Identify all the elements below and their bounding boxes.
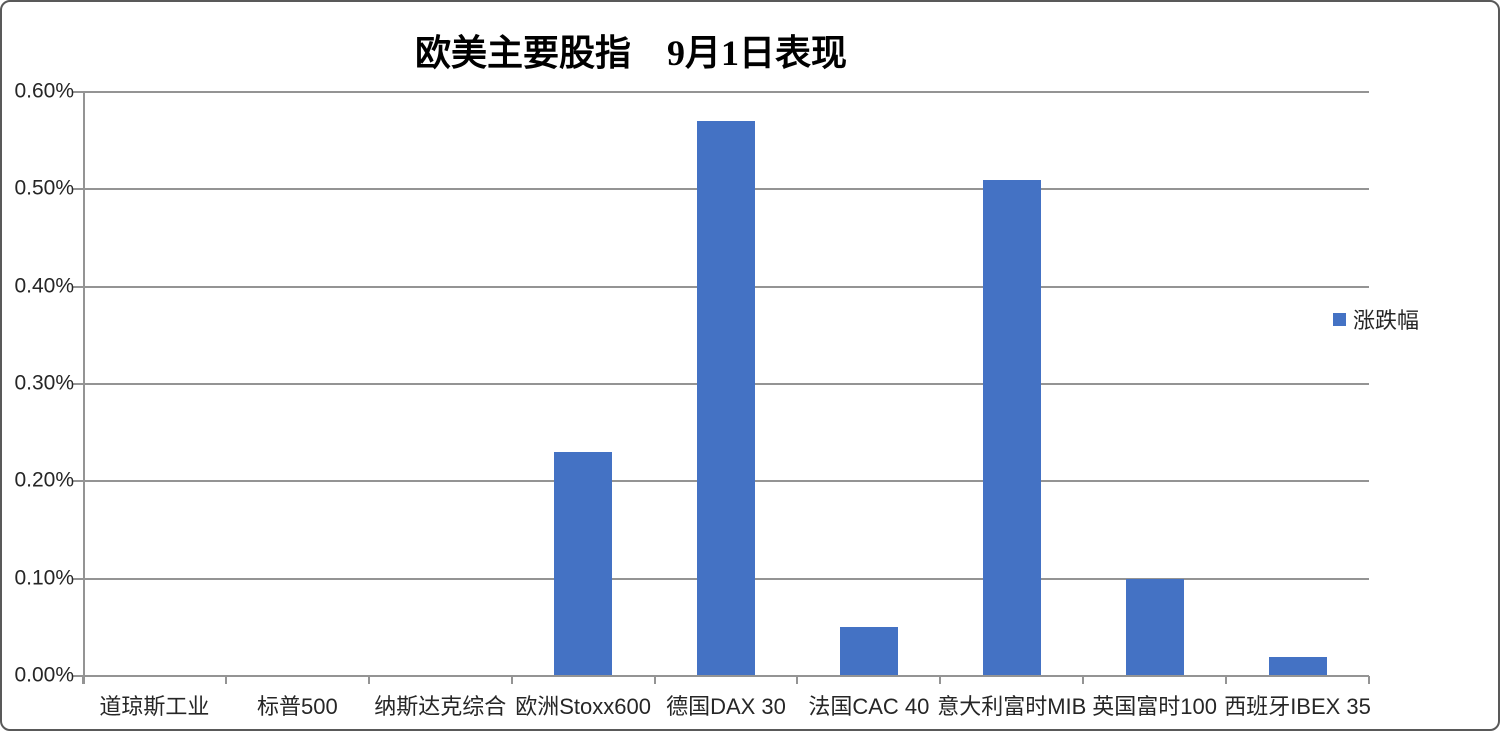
x-axis-tick — [82, 676, 84, 684]
bar-法国CAC 40 — [839, 627, 898, 676]
y-axis-line — [83, 92, 85, 684]
x-axis-tick — [510, 676, 513, 684]
x-axis-category-label: 意大利富时MIB — [937, 694, 1087, 719]
x-axis-tick — [224, 676, 227, 684]
legend-label: 涨跌幅 — [1353, 308, 1420, 333]
x-axis-category-label: 英国富时100 — [1092, 694, 1218, 719]
x-axis-tick — [796, 676, 799, 684]
x-axis-tick — [1082, 676, 1085, 684]
y-axis-tick — [72, 577, 83, 580]
y-axis-tick — [72, 480, 83, 483]
bar-欧洲Stoxx600 — [554, 452, 613, 676]
y-axis-tick-label: 0.10% — [14, 566, 74, 590]
y-axis-tick-label: 0.00% — [14, 663, 74, 687]
chart-title: 欧美主要股指 9月1日表现 — [414, 33, 847, 73]
y-axis-tick — [72, 188, 83, 191]
x-axis-category-label: 西班牙IBEX 35 — [1224, 694, 1371, 719]
x-axis-tick — [1225, 676, 1228, 684]
y-axis-tick — [72, 91, 83, 93]
legend-swatch-icon — [1333, 312, 1346, 326]
y-axis-tick — [72, 383, 83, 385]
y-axis-tick-label: 0.40% — [14, 274, 74, 298]
gridline — [83, 91, 1369, 93]
y-axis-tick — [72, 285, 83, 288]
bar-西班牙IBEX 35 — [1268, 656, 1327, 676]
bar-意大利富时MIB — [982, 179, 1041, 676]
x-axis-category-label: 欧洲Stoxx600 — [515, 694, 651, 719]
y-axis-tick-label: 0.60% — [14, 79, 74, 103]
x-axis-line — [72, 675, 1369, 677]
x-axis-tick — [1368, 676, 1370, 684]
x-axis-category-label: 道琼斯工业 — [99, 694, 210, 719]
bar-德国DAX 30 — [697, 121, 755, 676]
legend: 涨跌幅 — [1333, 303, 1419, 335]
y-axis-tick-label: 0.50% — [14, 176, 74, 200]
x-axis-category-label: 标普500 — [256, 694, 338, 719]
bar-英国富时100 — [1125, 578, 1184, 676]
x-axis-category-label: 德国DAX 30 — [666, 694, 786, 719]
x-axis-tick — [653, 676, 656, 684]
x-axis-tick — [939, 676, 942, 684]
x-axis-category-label: 纳斯达克综合 — [374, 694, 507, 719]
x-axis-category-label: 法国CAC 40 — [808, 694, 930, 719]
y-axis-tick-label: 0.20% — [14, 468, 74, 492]
y-axis-tick-label: 0.30% — [14, 371, 74, 395]
x-axis-tick — [367, 676, 370, 684]
